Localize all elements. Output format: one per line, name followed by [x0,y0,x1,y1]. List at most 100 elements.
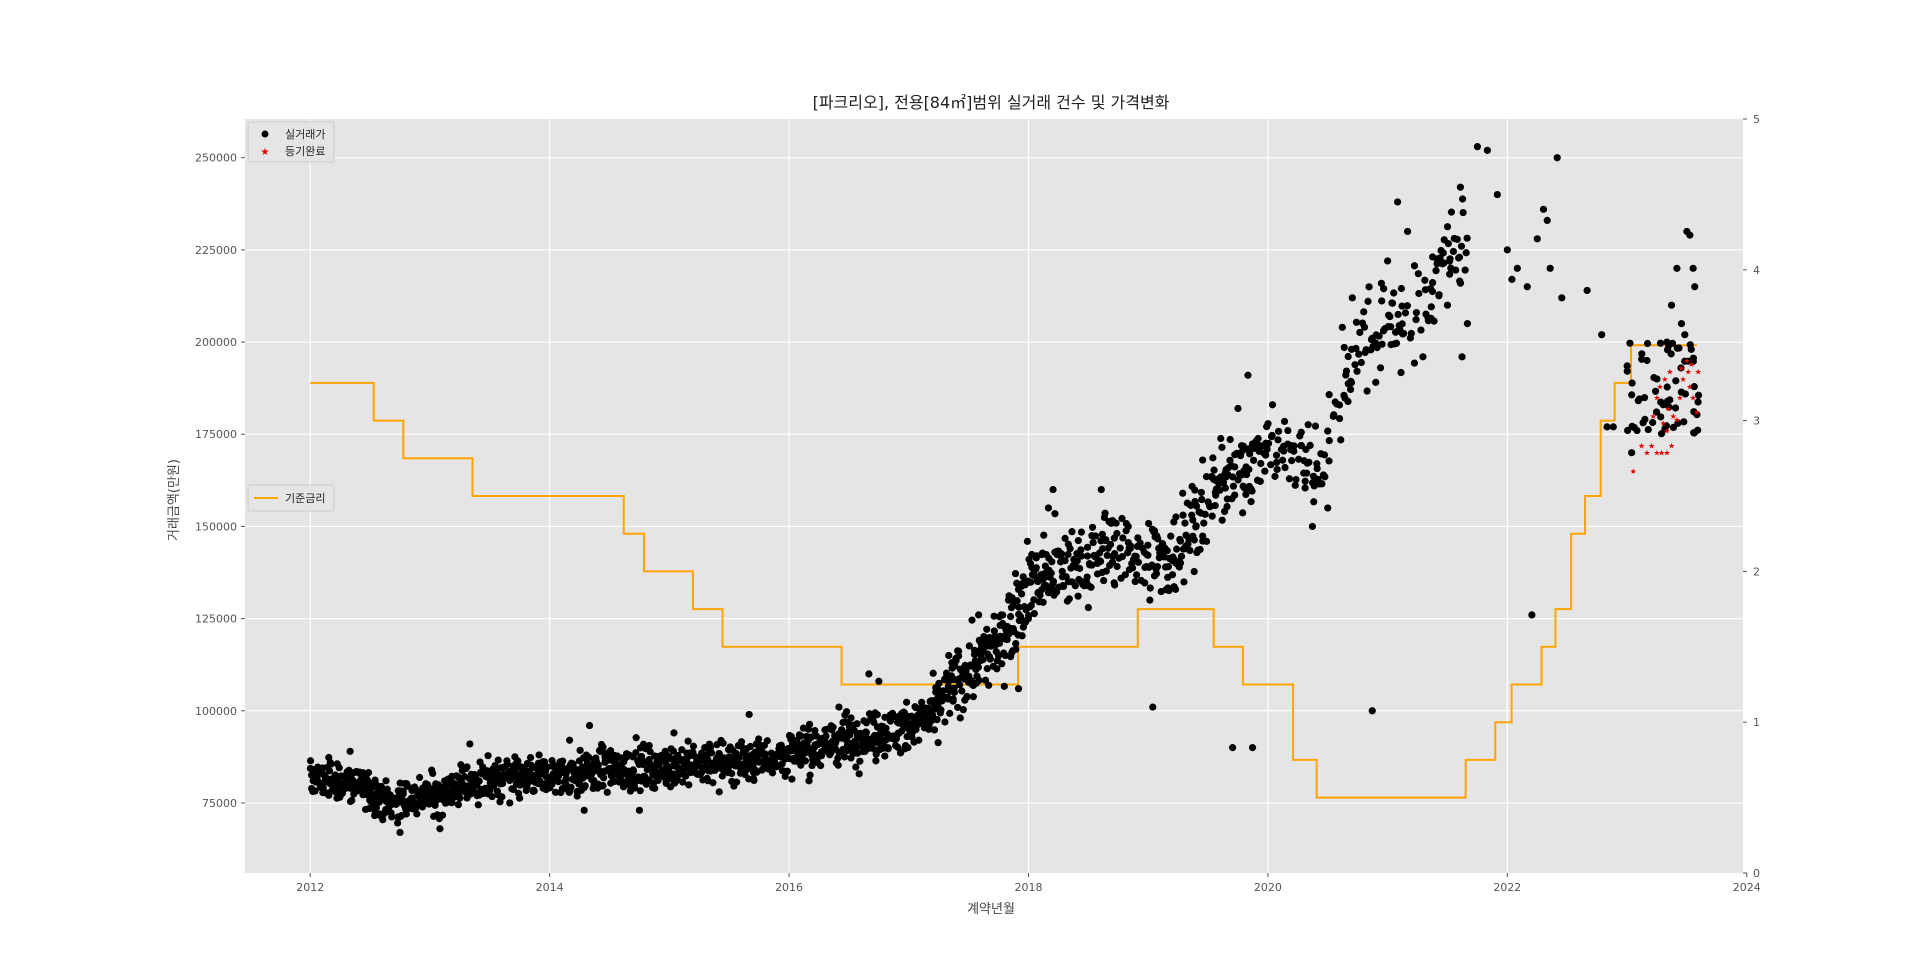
deal-point [580,806,588,814]
deal-point [1305,458,1313,466]
deal-point [1247,498,1255,506]
deal-point [1308,522,1317,531]
deal-point [834,761,842,769]
y2-tick-label: 1 [1753,716,1760,729]
deal-point [935,679,943,687]
deal-point [1690,383,1698,391]
deal-point [1553,154,1561,162]
deal-point [1097,557,1105,566]
registered-point: ★ [1661,375,1668,384]
registered-point: ★ [1638,441,1645,450]
deal-point [719,739,727,747]
deal-point [1077,552,1086,560]
deal-point [645,741,653,750]
deal-point [1386,312,1394,321]
deal-point [1583,286,1591,295]
deal-point [1176,559,1185,567]
deal-point [1335,401,1344,409]
deal-point [1628,449,1636,457]
deal-point [993,665,1001,673]
deal-point [1446,270,1454,278]
deal-point [1044,504,1053,512]
deal-point [990,627,998,635]
deal-point [396,828,404,837]
deal-point [1191,486,1199,494]
deal-point [735,754,743,762]
registered-point: ★ [1680,375,1687,384]
deal-point [1673,344,1681,352]
deal-point [585,721,594,730]
deal-point [1528,611,1536,619]
registered-point: ★ [1693,408,1700,417]
deal-point [1274,436,1282,444]
deal-point [1200,519,1208,527]
deal-point [1118,514,1126,523]
deal-point [1004,596,1013,604]
deal-point [1380,285,1388,293]
deal-point [1410,359,1419,367]
deal-point [1141,579,1149,587]
deal-point [436,825,444,833]
deal-point [594,762,602,770]
deal-point [684,737,692,745]
deal-point [847,714,855,722]
deal-point [1430,317,1438,325]
registered-point: ★ [1686,382,1693,391]
deal-point [1061,557,1069,565]
deal-point [998,660,1006,668]
deal-point [646,748,654,756]
deal-point [1261,467,1269,475]
deal-point [1273,465,1281,474]
deal-point [377,782,385,791]
deal-point [1271,472,1279,480]
deal-point [1335,414,1344,423]
deal-point [311,787,319,795]
deal-point [1102,567,1110,575]
deal-point [1190,536,1198,544]
deal-point [1669,423,1678,431]
deal-point [1643,339,1652,348]
deal-point [968,616,976,624]
deal-point [1673,264,1681,272]
deal-point [761,750,769,758]
deal-point [1171,585,1180,593]
deal-point [1068,528,1076,536]
deal-point [1292,476,1300,484]
deal-point [535,751,543,759]
deal-point [949,697,957,705]
deal-point [945,651,953,660]
deal-point [985,681,993,689]
deal-point [1074,536,1082,545]
deal-point [1666,396,1674,404]
deal-point [898,727,906,735]
registered-point: ★ [1695,368,1702,377]
deal-point [514,757,522,765]
deal-point [1198,495,1206,504]
registered-point: ★ [1653,393,1660,402]
deal-point [1356,328,1364,337]
deal-point [822,725,830,734]
deal-point [1146,584,1154,592]
deal-point [1403,227,1412,236]
deal-point [1111,581,1119,589]
deal-point [581,782,589,790]
deal-point [1639,419,1647,427]
deal-point [1392,339,1401,347]
legend-label-registered: 등기완료 [285,145,325,158]
deal-point [1179,511,1187,519]
deal-point [929,711,937,719]
deal-point [718,772,726,780]
deal-point [383,785,391,793]
deal-point [1164,563,1172,571]
deal-point [853,720,861,728]
deal-point [1128,564,1137,572]
deal-point [1172,513,1180,521]
registered-point: ★ [1670,412,1677,421]
deal-point [1694,391,1703,399]
deal-point [958,687,966,695]
deal-point [457,761,465,769]
deal-point [1347,379,1356,387]
deal-point [1256,477,1264,485]
y-tick-label: 150000 [195,520,237,533]
deal-point [1387,323,1395,331]
